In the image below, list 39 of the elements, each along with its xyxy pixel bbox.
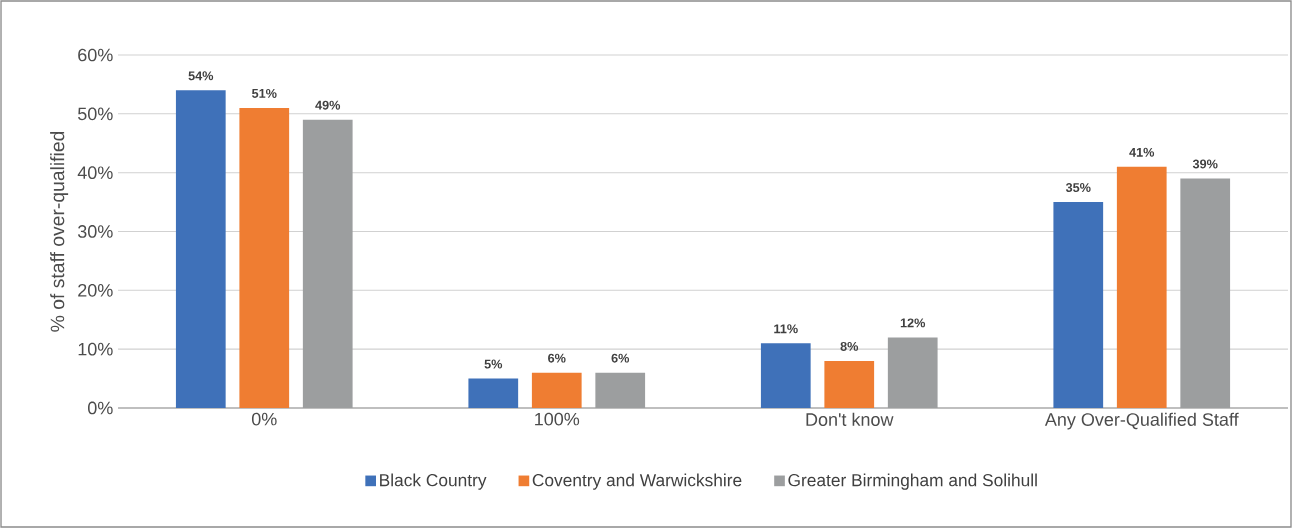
bar: [302, 119, 353, 408]
bar: [760, 343, 811, 408]
bar: [531, 372, 582, 408]
y-tick-label: 30%: [77, 225, 113, 238]
y-tick-label: 40%: [77, 166, 113, 180]
y-tick-label: 50%: [77, 107, 113, 121]
bar: [175, 90, 226, 408]
bar: [824, 360, 875, 408]
bar: [468, 378, 519, 408]
x-tick-label: 0%: [251, 412, 277, 426]
bar: [887, 337, 938, 408]
bar: [1116, 166, 1167, 408]
y-tick-label: 10%: [78, 342, 113, 356]
legend-label: Greater Birmingham and Solihull: [788, 473, 1037, 490]
data-label: 8%: [840, 341, 859, 351]
bar: [239, 107, 290, 408]
legend-label: Coventry and Warwickshire: [532, 473, 742, 490]
y-tick-label: 20%: [78, 283, 113, 297]
data-label: 51%: [251, 88, 277, 98]
y-tick-label: 0%: [88, 401, 113, 415]
data-label: 41%: [1129, 147, 1155, 157]
y-axis-title: % of staff over-qualified: [50, 131, 69, 332]
data-label: 49%: [315, 100, 341, 110]
data-label: 39%: [1192, 159, 1218, 169]
data-label: 6%: [611, 353, 630, 363]
legend-label: Black Country: [380, 473, 487, 490]
y-tick-label: 60%: [78, 48, 113, 62]
bar: [595, 372, 646, 408]
data-label: 12%: [900, 318, 926, 328]
bar: [1180, 178, 1231, 408]
x-tick-label: 100%: [535, 412, 580, 426]
data-label: 54%: [188, 71, 214, 81]
x-tick-label: Don't know: [806, 412, 894, 426]
data-label: 5%: [484, 359, 503, 369]
data-label: 6%: [548, 353, 566, 363]
data-label: 11%: [774, 324, 798, 334]
bar: [1053, 202, 1104, 408]
data-label: 35%: [1065, 183, 1091, 193]
x-tick-label: Any Over-Qualified Staff: [1044, 412, 1239, 430]
